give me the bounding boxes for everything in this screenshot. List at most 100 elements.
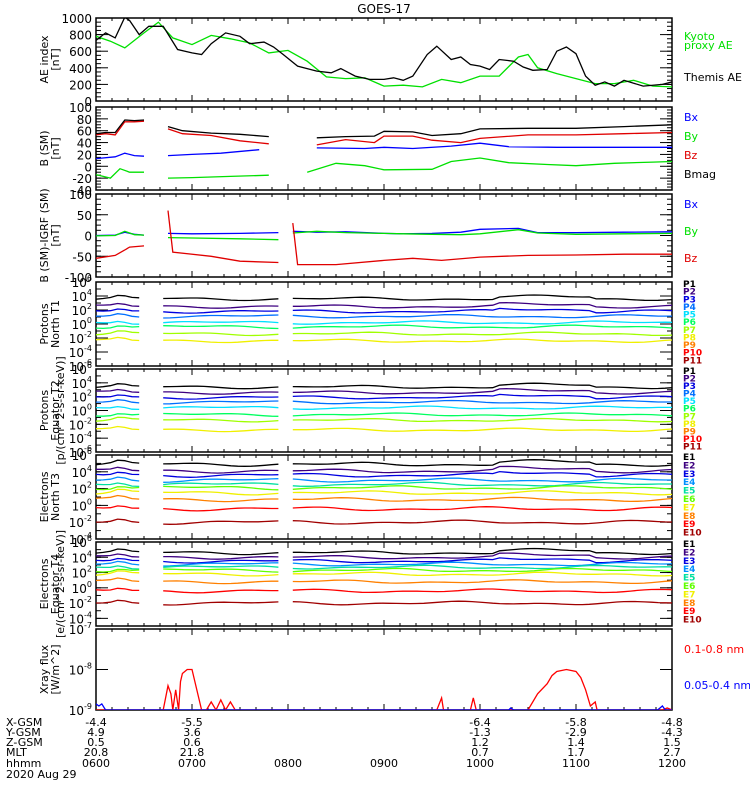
legend-p4: P4 [683,390,696,400]
y-tick-label: 106 [72,534,92,550]
channel-e6 [96,485,672,491]
ephem-value-hhmm: 0700 [178,757,206,770]
panel-frame [95,454,673,540]
y-tick-label: 20 [77,148,92,162]
y-tick-label: -50 [72,250,92,264]
y-tick-label: 40 [77,137,92,151]
y-tick-label: 100 [72,580,92,596]
ephem-value-x-gsm: -5.8 [565,716,586,729]
channel-e5 [96,481,672,488]
legend-e5: E5 [683,487,695,497]
legend-0-05-0-4-nm: 0.05-0.4 nm [684,679,750,692]
legend-p9: P9 [683,427,696,437]
y-tick-label: 100 [72,403,92,419]
ephem-value-x-gsm: -6.4 [469,716,490,729]
channel-e2 [96,552,672,560]
legend-p10: P10 [683,349,702,359]
y-tick-label: 100 [72,316,92,332]
y-axis-label: ElectronsEquator T4 [38,554,62,614]
y-axis-label: AE index[nT] [38,35,62,84]
y-tick-label: -20 [72,172,92,186]
ephem-row-label: Y-GSM [5,726,41,739]
series-0-05-0-4-nm [96,702,672,710]
series-by [96,229,672,241]
date-label: 2020 Aug 29 [6,768,76,781]
protons-units-label: [p/(cm^2-s-sr-keV)] [54,356,67,464]
legend-bx: Bx [684,111,699,124]
channel-p7 [96,416,672,423]
panel-b_minus_igrf: -100 -50 0 50 100 B (SM)-IGRF (SM)[nT] Bx By Bz [38,188,699,285]
ephem-value-mlt: 21.8 [180,746,205,759]
channel-p4 [96,313,672,319]
ephem-value-y-gsm: 4.9 [87,726,105,739]
legend-bz: Bz [684,149,698,162]
channel-p6 [96,324,672,330]
ephem-row-label: X-GSM [6,716,42,729]
channel-e9 [96,587,672,594]
legend-p1: P1 [683,367,696,377]
ephem-value-hhmm: 1200 [658,757,686,770]
series-bx [96,142,672,160]
legend-e6: E6 [683,495,695,505]
channel-e8 [96,494,672,503]
ephem-value-hhmm: 0600 [82,757,110,770]
series-by [96,157,672,179]
y-tick-label: -40 [72,184,92,198]
ephem-value-y-gsm: 3.6 [183,726,201,739]
y-tick-label: 600 [69,45,92,59]
y-tick-label: 200 [69,78,92,92]
legend-e9: E9 [683,520,695,530]
channel-p1 [96,382,672,390]
legend-p3: P3 [683,295,696,305]
channel-p6 [96,412,672,417]
y-tick-label: 10-4 [69,430,92,446]
y-tick-label: 10-2 [69,330,92,346]
channel-e5 [96,564,672,570]
series-kyoto-proxy-ae [96,21,672,88]
y-tick-label: 106 [72,447,92,463]
y-tick-label: 102 [72,565,92,581]
ephem-value-mlt: 1.7 [567,746,585,759]
legend-p5: P5 [683,397,696,407]
panel-frame [95,193,673,278]
channel-e10 [96,599,672,606]
ephem-value-z-gsm: 1.4 [567,736,585,749]
ephem-row-label: hhmm [6,757,41,770]
channel-p1 [96,294,672,302]
legend: Bx By Bz Bmag [684,111,716,181]
legend-0-1-0-8-nm: 0.1-0.8 nm [684,643,744,656]
y-tick-label: 10-2 [69,514,92,530]
legend-e5: E5 [683,574,695,584]
channel-e3 [96,470,672,478]
y-axis-label: ProtonsEquator T2 [38,380,62,440]
channel-e1 [96,459,672,467]
y-tick-label: 10-9 [69,702,92,718]
y-tick-label: 800 [69,29,92,43]
legend-themis: Themis AE [683,71,742,84]
channel-e10 [96,518,672,525]
y-axis-label: B (SM)-IGRF (SM)[nT] [38,188,62,282]
y-tick-label: 10-4 [69,610,92,626]
legend-e8: E8 [683,512,695,522]
legend-p10: P10 [683,435,702,445]
legend-bz: Bz [684,252,698,265]
electrons-units-label: [e/(cm^2-s-sr-keV)] [54,530,67,638]
legend-p2: P2 [683,375,696,385]
y-tick-label: 102 [72,481,92,497]
legend-p9: P9 [683,341,696,351]
legend-e3: E3 [683,470,695,480]
legend-e2: E2 [683,461,695,471]
channel-e4 [96,476,672,483]
legend-e8: E8 [683,599,695,609]
y-tick-label: 10-8 [69,662,92,678]
legend-kyoto: proxy AE [684,39,733,52]
ephem-row-label: Z-GSM [6,736,43,749]
y-axis-label: ElectronsNorth T3 [38,471,62,522]
legend-by: By [684,225,699,238]
y-tick-label: 106 [72,361,92,377]
ephem-value-y-gsm: -1.3 [469,726,490,739]
